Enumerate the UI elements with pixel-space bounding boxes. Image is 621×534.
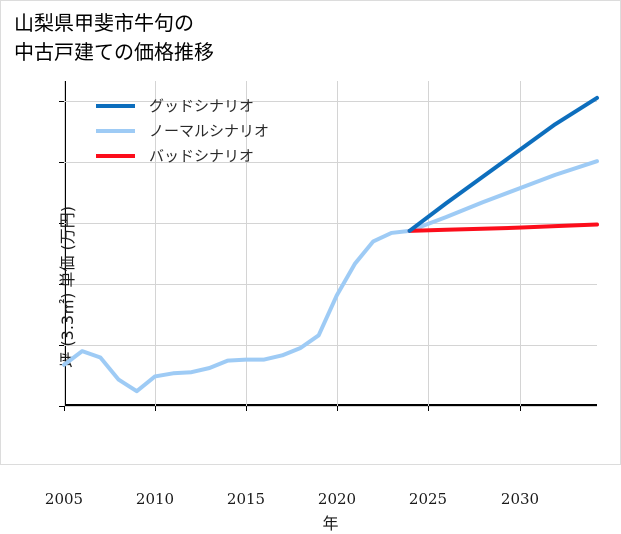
- gridline-y-50: [64, 284, 597, 285]
- title-line-1: 山梨県甲斐市牛句の: [14, 11, 194, 35]
- series-layer: [62, 95, 599, 394]
- gridline-y-65: [64, 101, 597, 102]
- gridline-x-2010: [155, 81, 156, 406]
- plot-area: 65 60 55 50 45 40 2005 2010 2015 2020 20…: [45, 81, 599, 533]
- page-title: 山梨県甲斐市牛句の 中古戸建ての価格推移: [14, 9, 214, 67]
- xtick-label-2015: 2015: [226, 490, 266, 508]
- tickmark-y-60: [59, 162, 64, 163]
- tickmark-y-40: [59, 406, 64, 407]
- series-line-bad: [407, 222, 599, 233]
- tickmark-x-2020: [337, 406, 338, 411]
- legend-label-normal: ノーマルシナリオ: [149, 122, 270, 140]
- gridline-x-2025: [428, 81, 429, 406]
- series-line-normal: [62, 159, 599, 394]
- legend-item-good: グッドシナリオ: [96, 93, 326, 118]
- gridline-x-2030: [520, 81, 521, 406]
- gridline-y-60: [64, 162, 597, 163]
- legend-item-normal: ノーマルシナリオ: [96, 118, 326, 143]
- tickmark-x-2010: [155, 406, 156, 411]
- tickmark-x-2005: [64, 406, 65, 411]
- xtick-label-2025: 2025: [408, 490, 448, 508]
- tickmark-y-50: [59, 284, 64, 285]
- gridline-y-55: [64, 223, 597, 224]
- tickmark-y-45: [59, 345, 64, 346]
- gridline-y-45: [64, 345, 597, 346]
- series-line-good: [407, 95, 599, 233]
- legend-swatch-good-icon: [96, 103, 135, 108]
- legend-label-good: グッドシナリオ: [149, 97, 255, 115]
- xtick-label-2020: 2020: [317, 490, 357, 508]
- xtick-label-2030: 2030: [500, 490, 540, 508]
- xtick-label-2005: 2005: [44, 490, 84, 508]
- chart-legend: グッドシナリオ ノーマルシナリオ バッドシナリオ: [96, 93, 326, 168]
- x-axis-label: 年: [322, 514, 339, 533]
- gridline-y-40: [64, 406, 597, 407]
- plot-frame: [64, 81, 597, 406]
- tickmark-y-55: [59, 223, 64, 224]
- tickmark-y-65: [59, 101, 64, 102]
- xtick-label-2010: 2010: [135, 490, 175, 508]
- tickmark-x-2030: [520, 406, 521, 411]
- tickmark-x-2015: [246, 406, 247, 411]
- legend-swatch-bad-icon: [96, 153, 135, 158]
- legend-label-bad: バッドシナリオ: [149, 147, 255, 165]
- tickmark-x-2025: [428, 406, 429, 411]
- title-line-2: 中古戸建ての価格推移: [14, 40, 214, 64]
- legend-item-bad: バッドシナリオ: [96, 143, 326, 168]
- legend-swatch-normal-icon: [96, 128, 135, 133]
- gridline-x-2015: [246, 81, 247, 406]
- gridline-x-2005: [64, 81, 65, 406]
- gridline-x-2020: [337, 81, 338, 406]
